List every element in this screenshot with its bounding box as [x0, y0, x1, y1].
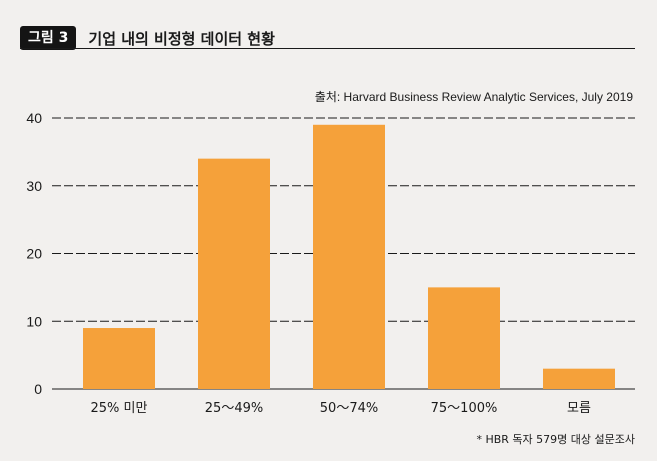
figure-title: 기업 내의 비정형 데이터 현황	[88, 29, 275, 48]
y-tick-label: 20	[26, 246, 42, 262]
y-tick-label: 10	[26, 313, 42, 329]
bar-0	[83, 328, 155, 389]
bar-2	[313, 124, 385, 390]
figure-header: 그림 3 기업 내의 비정형 데이터 현황	[20, 26, 275, 50]
source-note: 출처: Harvard Business Review Analytic Ser…	[314, 90, 633, 104]
bar-3	[428, 287, 500, 389]
x-tick-label: 75～100%	[431, 401, 498, 416]
x-tick-label: 모름	[567, 401, 591, 416]
y-tick-labels: 0 10 20 30 40	[26, 110, 42, 397]
bar-layer	[83, 124, 615, 390]
x-tick-label: 25～49%	[205, 401, 263, 416]
x-tick-label: 25% 미만	[91, 401, 148, 416]
x-tick-label: 50～74%	[320, 401, 378, 416]
header-divider	[20, 48, 635, 49]
survey-footnote: * HBR 독자 579명 대상 설문조사	[476, 433, 635, 446]
y-tick-label: 0	[34, 381, 42, 397]
bar-1	[198, 158, 270, 389]
x-tick-labels: 25% 미만 25～49% 50～74% 75～100% 모름	[91, 401, 591, 416]
y-tick-label: 30	[26, 178, 42, 194]
figure-label-badge: 그림 3	[20, 26, 77, 50]
bar-4	[543, 368, 615, 389]
y-tick-label: 40	[26, 110, 42, 126]
